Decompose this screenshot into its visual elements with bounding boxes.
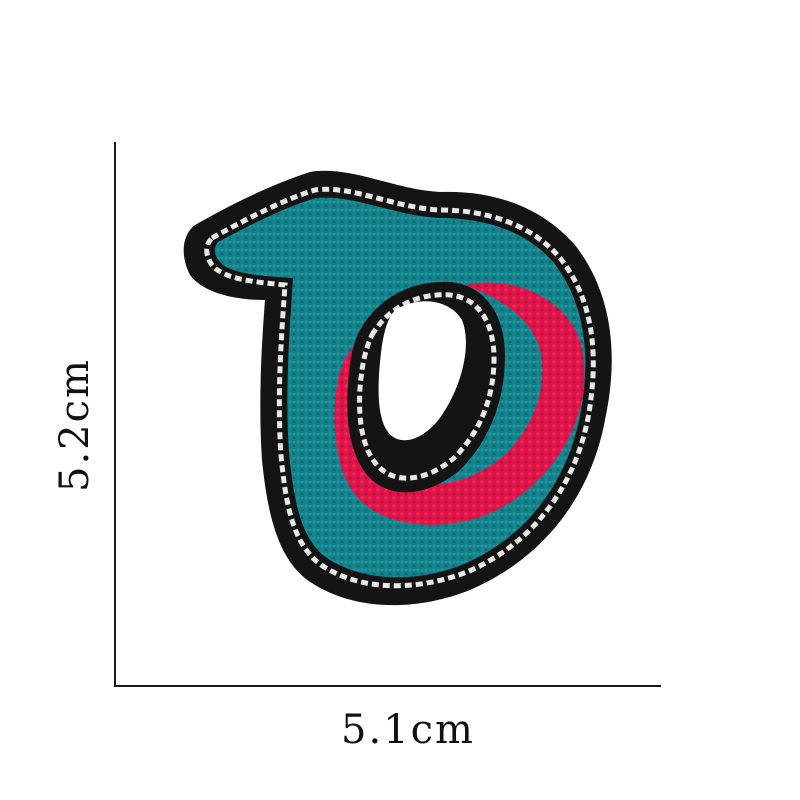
height-label: 5.2cm xyxy=(52,358,98,492)
width-dimension-line xyxy=(114,685,661,687)
height-dimension-line xyxy=(114,142,116,687)
stitch-outline xyxy=(204,186,596,589)
width-label: 5.1cm xyxy=(341,707,475,753)
letter-hole xyxy=(378,301,466,441)
pink-chenille xyxy=(334,282,585,525)
inner-stitch xyxy=(357,292,497,481)
